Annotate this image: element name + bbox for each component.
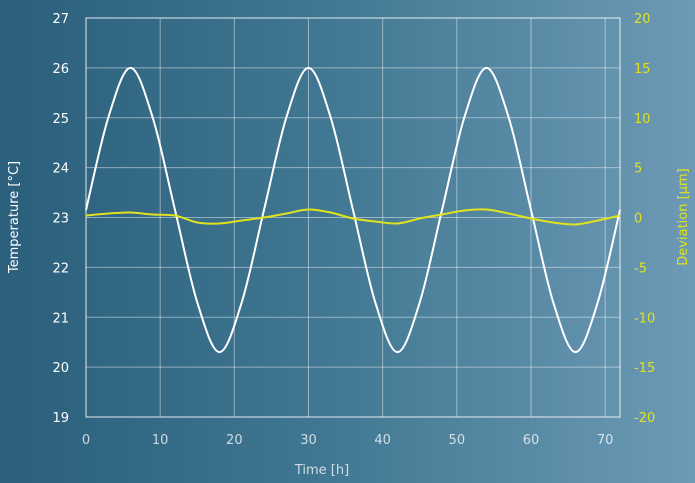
y-tick-label-right: -20 bbox=[634, 411, 655, 426]
deviation-series-line bbox=[85, 208, 621, 226]
y-tick-label-right: -15 bbox=[634, 361, 655, 376]
x-tick-label: 10 bbox=[152, 433, 169, 448]
x-tick-label: 70 bbox=[597, 433, 614, 448]
y-tick-label-left: 26 bbox=[52, 62, 69, 77]
temperature-series-line bbox=[85, 66, 621, 354]
x-tick-label: 20 bbox=[226, 433, 243, 448]
y-tick-label-left: 19 bbox=[52, 411, 69, 426]
y-tick-label-left: 25 bbox=[52, 112, 69, 127]
x-tick-label: 60 bbox=[523, 433, 540, 448]
y-axis-title-left: Temperature [°C] bbox=[7, 161, 22, 274]
x-tick-label: 0 bbox=[82, 433, 90, 448]
bottom-axis-ticks: 0 10 20 30 40 50 60 70 bbox=[82, 433, 614, 448]
y-tick-label-right: 5 bbox=[634, 162, 642, 177]
y-tick-label-right: 15 bbox=[634, 62, 651, 77]
x-axis-title: Time [h] bbox=[294, 463, 349, 478]
y-tick-label-right: -10 bbox=[634, 311, 655, 326]
left-axis-ticks: 19 20 21 22 23 24 25 26 27 bbox=[52, 12, 69, 426]
y-tick-label-right: -5 bbox=[634, 261, 647, 276]
y-tick-label-left: 27 bbox=[52, 12, 69, 27]
y-tick-label-left: 21 bbox=[52, 311, 69, 326]
x-tick-label: 50 bbox=[449, 433, 466, 448]
y-axis-title-right: Deviation [µm] bbox=[676, 168, 691, 265]
plot-frame bbox=[85, 17, 621, 418]
y-tick-label-left: 23 bbox=[52, 212, 69, 227]
y-tick-label-right: 0 bbox=[634, 212, 642, 227]
y-tick-label-left: 20 bbox=[52, 361, 69, 376]
y-tick-label-right: 10 bbox=[634, 112, 651, 127]
y-tick-label-left: 24 bbox=[52, 162, 69, 177]
y-tick-label-right: 20 bbox=[634, 12, 651, 27]
x-tick-label: 40 bbox=[374, 433, 391, 448]
y-tick-label-left: 22 bbox=[52, 261, 69, 276]
right-axis-ticks: -20 -15 -10 -5 0 5 10 15 20 bbox=[634, 12, 655, 426]
x-tick-label: 30 bbox=[300, 433, 317, 448]
